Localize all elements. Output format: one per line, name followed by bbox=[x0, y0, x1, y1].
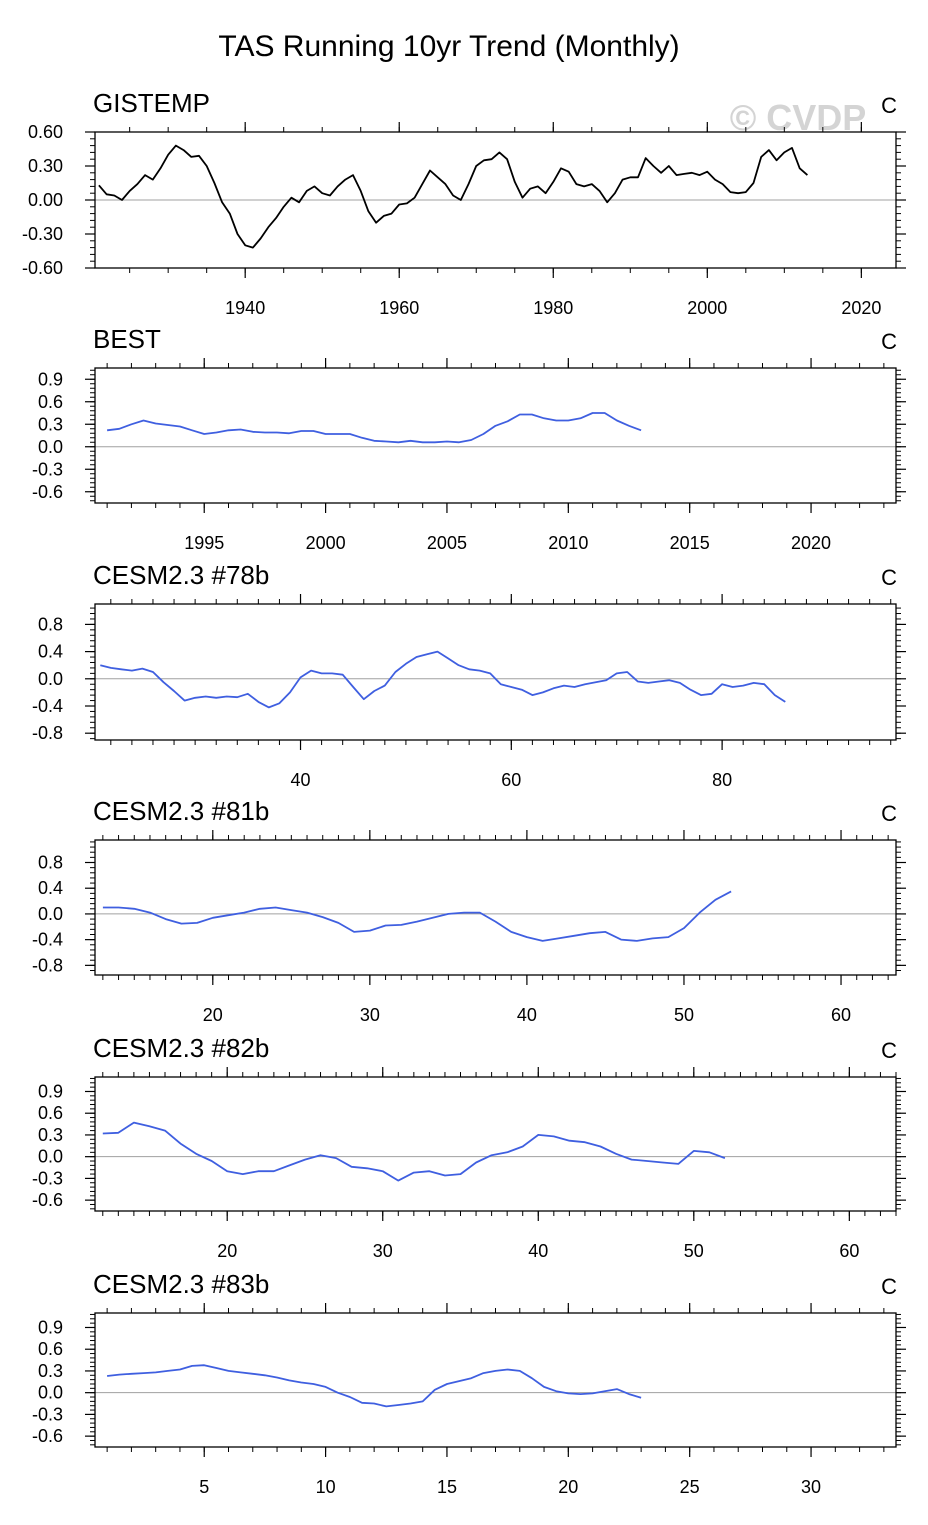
x-tick-label: 2000 bbox=[306, 533, 346, 553]
x-tick-label: 25 bbox=[680, 1477, 700, 1497]
y-tick-label: -0.30 bbox=[22, 224, 63, 244]
panel-unit: C bbox=[881, 329, 897, 354]
series-line bbox=[102, 1121, 726, 1182]
x-tick-label: 20 bbox=[217, 1241, 237, 1261]
x-tick-label: 2010 bbox=[548, 533, 588, 553]
y-tick-label: 0.0 bbox=[38, 437, 63, 457]
x-tick-label: 40 bbox=[528, 1241, 548, 1261]
x-tick-label: 2000 bbox=[687, 298, 727, 318]
plot-frame bbox=[94, 603, 897, 741]
series-line bbox=[102, 890, 732, 942]
panel-2: BEST C 1995 2000 2005 2010 2015 2020 0.9 0.60.3 0.… bbox=[32, 324, 906, 553]
x-tick-label: 80 bbox=[712, 770, 732, 790]
y-tick-label: 0.3 bbox=[38, 414, 63, 434]
x-tick-label: 1940 bbox=[225, 298, 265, 318]
y-tick-label: -0.4 bbox=[32, 696, 63, 716]
y-tick-label: -0.8 bbox=[32, 723, 63, 743]
x-tick-label: 1995 bbox=[184, 533, 224, 553]
x-tick-label: 2005 bbox=[427, 533, 467, 553]
y-tick-label: -0.6 bbox=[32, 1190, 63, 1210]
x-tick-label: 10 bbox=[316, 1477, 336, 1497]
x-tick-label: 30 bbox=[373, 1241, 393, 1261]
panel-4: CESM2.3 #81b C 20 30 40 50 60 0.8 0.4 0.0 -0.4 -0.8 bbox=[32, 796, 906, 1025]
y-tick-label: 0.00 bbox=[28, 190, 63, 210]
series-line bbox=[100, 650, 786, 709]
y-tick-label: 0.6 bbox=[38, 392, 63, 412]
x-tick-label: 2020 bbox=[841, 298, 881, 318]
panel-title: GISTEMP bbox=[93, 88, 210, 118]
cvdp-watermark: © CVDP bbox=[730, 97, 867, 138]
y-tick-label: 0.9 bbox=[38, 1081, 63, 1101]
y-tick-label: 0.8 bbox=[38, 853, 63, 873]
panel-unit: C bbox=[881, 1038, 897, 1063]
y-tick-label: 0.8 bbox=[38, 614, 63, 634]
y-tick-label: 0.6 bbox=[38, 1103, 63, 1123]
panel-title: CESM2.3 #81b bbox=[93, 796, 269, 826]
x-tick-label: 1960 bbox=[379, 298, 419, 318]
y-tick-label: 0.3 bbox=[38, 1125, 63, 1145]
x-tick-label: 50 bbox=[684, 1241, 704, 1261]
y-tick-label: 0.0 bbox=[38, 1147, 63, 1167]
y-tick-label: -0.3 bbox=[32, 1404, 63, 1424]
series-line bbox=[98, 144, 808, 249]
panel-6: CESM2.3 #83b C 5 10 15 20 25 30 0.90.60.30.0-0.3… bbox=[32, 1269, 906, 1497]
x-tick-label: 50 bbox=[674, 1005, 694, 1025]
panel-5: CESM2.3 #82b C 20 30 40 50 60 0.90.60.30.0-0.3-… bbox=[32, 1033, 906, 1261]
x-tick-label: 60 bbox=[501, 770, 521, 790]
plot-frame bbox=[94, 839, 897, 976]
x-tick-label: 20 bbox=[558, 1477, 578, 1497]
panel-unit: C bbox=[881, 801, 897, 826]
x-tick-label: 15 bbox=[437, 1477, 457, 1497]
x-tick-label: 60 bbox=[839, 1241, 859, 1261]
y-tick-label: 0.0 bbox=[38, 1383, 63, 1403]
series-line bbox=[106, 1364, 642, 1408]
y-tick-label: -0.3 bbox=[32, 1168, 63, 1188]
y-tick-label: -0.8 bbox=[32, 955, 63, 975]
y-tick-label: 0.0 bbox=[38, 669, 63, 689]
y-tick-label: 0.9 bbox=[38, 1317, 63, 1337]
y-tick-label: 0.60 bbox=[28, 122, 63, 142]
x-tick-label: 60 bbox=[831, 1005, 851, 1025]
y-tick-label: -0.6 bbox=[32, 482, 63, 502]
panel-title: CESM2.3 #78b bbox=[93, 560, 269, 590]
x-tick-label: 2015 bbox=[670, 533, 710, 553]
x-tick-label: 40 bbox=[291, 770, 311, 790]
panel-unit: C bbox=[881, 565, 897, 590]
y-tick-label: -0.60 bbox=[22, 258, 63, 278]
x-tick-label: 20 bbox=[203, 1005, 223, 1025]
x-tick-label: 30 bbox=[801, 1477, 821, 1497]
plot-frame bbox=[94, 1312, 897, 1448]
panel-3: CESM2.3 #78b C 40 60 80 0.8 0.4 0.0 -0.4 -0.8 bbox=[32, 560, 906, 790]
x-tick-label: 1980 bbox=[533, 298, 573, 318]
y-tick-label: 0.9 bbox=[38, 369, 63, 389]
y-tick-label: 0.30 bbox=[28, 156, 63, 176]
x-tick-label: 30 bbox=[360, 1005, 380, 1025]
panel-title: BEST bbox=[93, 324, 161, 354]
y-tick-label: 0.3 bbox=[38, 1361, 63, 1381]
plot-frame bbox=[94, 367, 897, 504]
plot-frame bbox=[94, 1076, 897, 1212]
panel-title: CESM2.3 #82b bbox=[93, 1033, 269, 1063]
y-tick-label: 0.4 bbox=[38, 642, 63, 662]
panel-unit: C bbox=[881, 1274, 897, 1299]
y-tick-label: 0.0 bbox=[38, 904, 63, 924]
x-tick-label: 5 bbox=[199, 1477, 209, 1497]
panel-title: CESM2.3 #83b bbox=[93, 1269, 269, 1299]
x-tick-label: 40 bbox=[517, 1005, 537, 1025]
y-tick-label: 0.6 bbox=[38, 1339, 63, 1359]
figure-title: TAS Running 10yr Trend (Monthly) bbox=[218, 30, 679, 63]
panel-1: GISTEMP C 1940 1960 1980 2000 2020 0.60 0.30 0.00… bbox=[22, 88, 906, 318]
plot-frame bbox=[94, 131, 897, 269]
y-tick-label: -0.3 bbox=[32, 459, 63, 479]
y-tick-label: -0.4 bbox=[32, 930, 63, 950]
panel-unit: C bbox=[881, 93, 897, 118]
series-line bbox=[106, 412, 642, 444]
y-tick-label: -0.6 bbox=[32, 1426, 63, 1446]
x-tick-label: 2020 bbox=[791, 533, 831, 553]
y-tick-label: 0.4 bbox=[38, 878, 63, 898]
